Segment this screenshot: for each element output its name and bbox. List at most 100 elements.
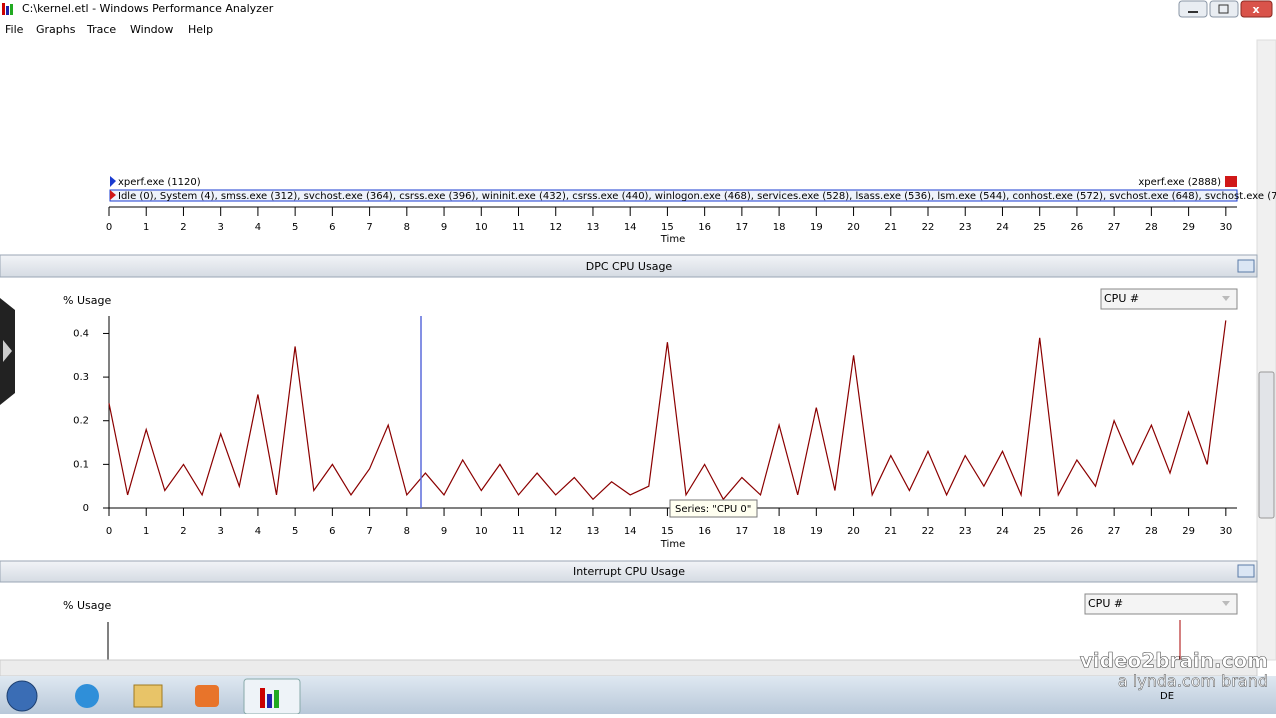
dropdown[interactable] [1100,288,1238,310]
lane-marker [1225,176,1237,187]
scrollbar[interactable] [1256,39,1276,661]
y-axis-title: % Usage [63,599,111,612]
x-tick-label: 16 [698,222,711,233]
y-tick-label: 0.2 [73,416,89,427]
start-button[interactable] [6,680,38,712]
x-tick-label: 23 [959,526,972,537]
taskbar-wpa-icon [260,688,265,708]
x-tick-label: 6 [329,526,335,537]
x-tick-label: 6 [329,222,335,233]
x-tick-label: 11 [512,526,525,537]
x-tick-label: 13 [587,526,600,537]
dropdown-value: CPU # [1104,292,1139,305]
x-tick-label: 28 [1145,526,1158,537]
menu-bar [0,20,1276,40]
taskbar-ie[interactable] [75,684,99,708]
menu-item[interactable]: File [5,23,24,36]
taskbar-media[interactable] [195,685,219,707]
tooltip [669,499,758,518]
x-tick-label: 17 [736,222,749,233]
language[interactable]: DE [1160,691,1174,702]
panel-collapse[interactable] [1237,259,1255,273]
x-tick-label: 15 [661,222,674,233]
close-button[interactable] [1240,0,1273,18]
lane-marker [110,176,116,187]
close-glyph: x [1252,3,1259,16]
dropdown[interactable] [1084,593,1238,615]
x-tick-label: 24 [996,222,1009,233]
taskbar-wpa-icon [274,690,279,708]
x-tick-label: 9 [441,526,447,537]
x-tick-label: 7 [366,222,372,233]
panel-title: DPC CPU Usage [586,260,673,273]
x-tick-label: 7 [366,526,372,537]
menu-item[interactable]: Help [188,23,213,36]
dropdown-value: CPU # [1088,597,1123,610]
x-tick-label: 19 [810,222,823,233]
x-tick-label: 12 [549,526,562,537]
taskbar-explorer[interactable] [133,684,163,708]
x-tick-label: 23 [959,222,972,233]
x-tick-label: 13 [587,222,600,233]
x-tick-label: 8 [404,222,410,233]
h-scrollbar[interactable] [0,659,1258,677]
app-icon [10,4,13,15]
x-tick-label: 4 [255,222,261,233]
x-tick-label: 1 [143,526,149,537]
menu-item[interactable]: Window [130,23,173,36]
x-tick-label: 26 [1071,222,1084,233]
x-tick-label: 18 [773,222,786,233]
menu-item[interactable]: Trace [86,23,116,36]
x-tick-label: 21 [884,526,897,537]
panel-header [0,560,1258,583]
x-tick-label: 22 [922,526,935,537]
x-axis-title: Time [660,539,685,550]
app-icon [6,6,9,15]
scroll-thumb[interactable] [1258,371,1275,519]
x-tick-label: 10 [475,526,488,537]
x-tick-label: 17 [736,526,749,537]
x-tick-label: 16 [698,526,711,537]
x-tick-label: 25 [1033,222,1046,233]
menu-item[interactable]: Graphs [36,23,76,36]
x-tick-label: 30 [1219,526,1232,537]
y-tick-label: 0.1 [73,459,89,470]
x-tick-label: 22 [922,222,935,233]
x-tick-label: 20 [847,526,860,537]
x-tick-label: 5 [292,526,298,537]
x-tick-label: 21 [884,222,897,233]
x-tick-label: 18 [773,526,786,537]
x-tick-label: 19 [810,526,823,537]
x-tick-label: 26 [1071,526,1084,537]
x-tick-label: 9 [441,222,447,233]
x-tick-label: 14 [624,526,637,537]
taskbar [0,676,1276,714]
tooltip-text: Series: "CPU 0" [675,504,751,515]
lane-label: xperf.exe (1120) [118,177,201,188]
window-title: C:\kernel.etl - Windows Performance Anal… [22,2,274,15]
x-tick-label: 14 [624,222,637,233]
x-tick-label: 27 [1108,222,1121,233]
app-icon [2,3,5,15]
x-tick-label: 0 [106,526,112,537]
x-tick-label: 15 [661,526,674,537]
side-arrow [3,340,12,362]
data-line [108,320,1227,501]
minimize-glyph [1188,11,1198,13]
minimize-button[interactable] [1178,0,1208,18]
x-tick-label: 29 [1182,526,1195,537]
x-tick-label: 4 [255,526,261,537]
panel-collapse[interactable] [1237,564,1255,578]
x-tick-label: 3 [217,526,223,537]
lane-label: Idle (0), System (4), smss.exe (312), sv… [118,191,1276,202]
y-tick-label: 0.4 [73,328,89,339]
x-tick-label: 28 [1145,222,1158,233]
title-bar [0,0,1276,20]
lane-label: xperf.exe (2888) [1138,177,1221,188]
restore-glyph [1218,4,1229,14]
x-tick-label: 30 [1219,222,1232,233]
restore-button[interactable] [1209,0,1239,18]
y-tick-label: 0 [83,503,89,514]
taskbar-wpa-icon [267,694,272,708]
